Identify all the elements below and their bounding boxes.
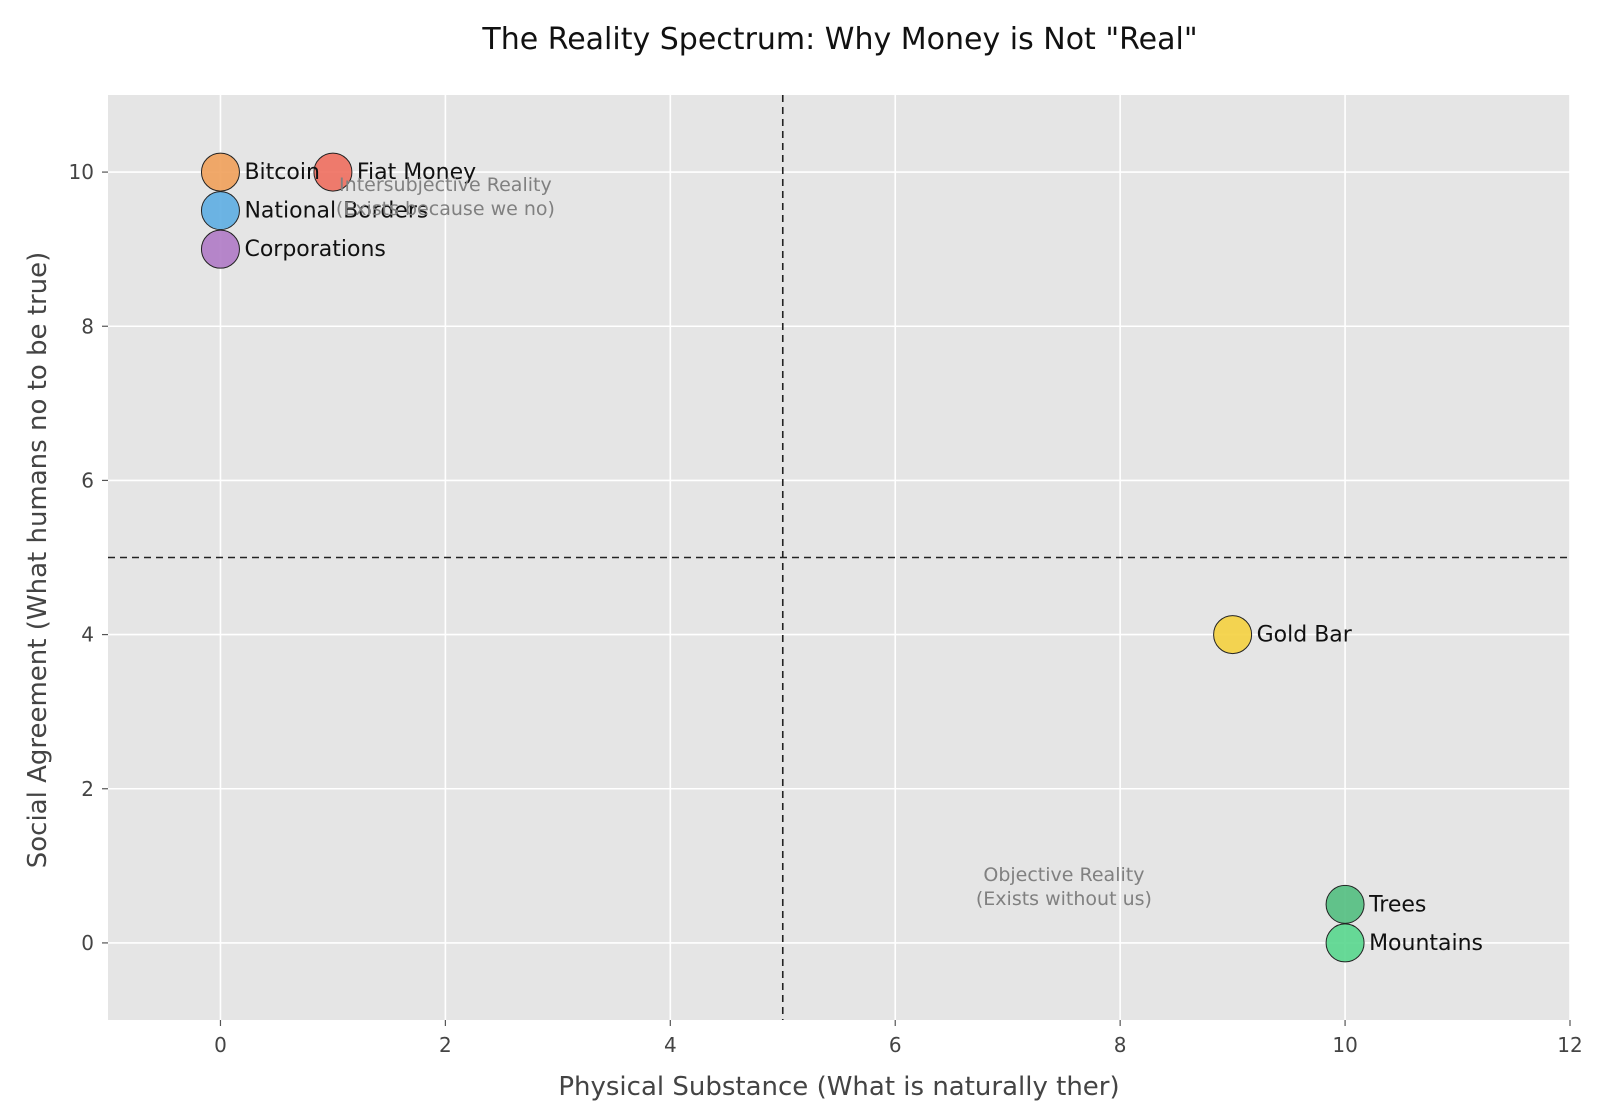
tick-labels: 0 2 4 6 8 10 12 0 2 4 6 8 10 [69, 160, 1583, 1057]
data-points: Bitcoin Fiat Money National Borders Corpora… [200, 152, 1483, 963]
quadrant-annotation: (Exists because we no) [336, 198, 555, 220]
point-label: Gold Bar [1257, 623, 1353, 648]
x-tick-label: 10 [1332, 1033, 1357, 1057]
quadrant-annotation: Objective Reality [983, 864, 1144, 886]
data-point [1325, 923, 1365, 963]
y-tick-label: 8 [81, 314, 94, 338]
x-tick-label: 12 [1557, 1033, 1582, 1057]
x-axis-label: Physical Substance (What is naturally th… [558, 1072, 1119, 1102]
y-tick-label: 2 [81, 777, 94, 801]
data-point [313, 152, 353, 192]
x-tick-label: 2 [439, 1033, 452, 1057]
point-label: National Borders [244, 199, 428, 224]
x-tick-label: 0 [214, 1033, 227, 1057]
y-tick-label: 0 [81, 931, 94, 955]
point-label: Bitcoin [244, 160, 319, 185]
point-label: Trees [1368, 892, 1426, 917]
reference-lines [108, 95, 1570, 1020]
y-axis-label: Social Agreement (What humans no to be t… [23, 252, 53, 869]
annotations: Intersubjective Reality(Exists because w… [336, 174, 1152, 910]
data-point [1213, 615, 1253, 655]
point-label: Fiat Money [357, 160, 476, 185]
data-point [200, 152, 240, 192]
data-point [200, 229, 240, 269]
point-label: Corporations [244, 237, 385, 262]
y-tick-label: 6 [81, 468, 94, 492]
y-tick-label: 4 [81, 623, 94, 647]
x-tick-label: 6 [889, 1033, 902, 1057]
point-label: Mountains [1369, 931, 1483, 956]
y-tick-label: 10 [69, 160, 94, 184]
data-point [200, 191, 240, 231]
quadrant-annotation: Intersubjective Reality [339, 174, 552, 196]
x-tick-label: 8 [1114, 1033, 1127, 1057]
quadrant-annotation: (Exists without us) [976, 888, 1152, 910]
chart-title: The Reality Spectrum: Why Money is Not "… [481, 22, 1197, 57]
data-point [1325, 884, 1365, 924]
x-tick-label: 4 [664, 1033, 677, 1057]
